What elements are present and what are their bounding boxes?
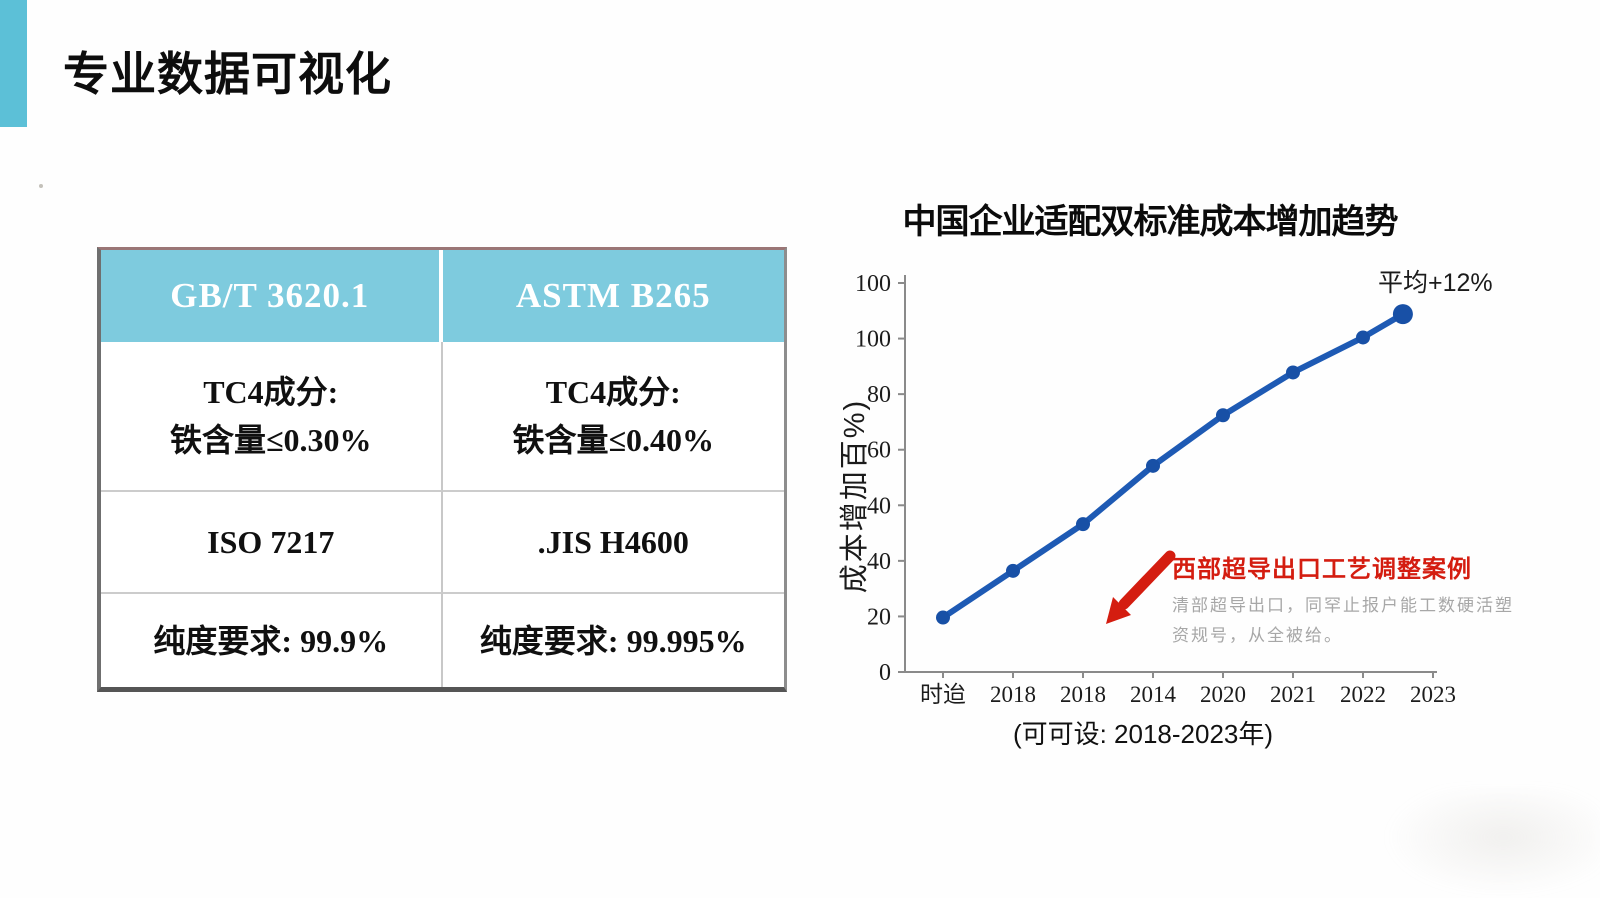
chart-title: 中国企业适配双标准成本增加趋势 — [902, 203, 1399, 241]
average-increase-annotation: 平均+12% — [1378, 269, 1493, 297]
y-tick-label: 80 — [867, 382, 891, 408]
page-title: 专业数据可视化 — [63, 49, 392, 100]
table-cell: ISO 7217 — [101, 490, 443, 592]
table-cell: .JIS H4600 — [442, 490, 784, 592]
accent-bar — [0, 0, 27, 127]
y-tick-label: 100 — [855, 327, 891, 353]
callout-text-line1: 清部超导出口，同罕止报户能工数硬活塑 — [1172, 596, 1514, 615]
table-cell: TC4成分: 铁含量≤0.30% — [101, 342, 443, 490]
table-cell: 纯度要求: 99.995% — [442, 592, 784, 687]
table-cell: TC4成分: 铁含量≤0.40% — [512, 374, 715, 458]
y-tick-label: 60 — [867, 438, 891, 464]
table-header-cell: GB/T 3620.1 — [101, 250, 443, 342]
data-point — [1392, 304, 1413, 325]
x-tick-label: 2022 — [1340, 682, 1386, 707]
data-point — [1356, 330, 1370, 345]
watermark-smudge — [1385, 790, 1600, 895]
data-point — [1006, 563, 1020, 578]
x-tick-label: 2023 — [1410, 682, 1456, 707]
data-point — [936, 610, 950, 625]
table-header-cell: ASTM B265 — [442, 250, 784, 342]
x-tick-label: 2018 — [1060, 682, 1106, 707]
data-point — [1076, 517, 1090, 532]
y-tick-label: 20 — [867, 604, 891, 630]
x-axis-caption: (可可设: 2018-2023年) — [1012, 719, 1274, 749]
data-point — [1146, 458, 1160, 473]
y-tick-label: 100 — [855, 271, 891, 297]
standards-comparison-table: GB/T 3620.1 ASTM B265 TC4成分: 铁含量≤0.30% TC4成分… — [97, 247, 787, 692]
x-tick-label: 2014 — [1130, 682, 1177, 707]
x-tick-label: 2018 — [990, 682, 1036, 707]
callout-arrow-shaft — [1118, 550, 1176, 610]
data-point — [1216, 408, 1230, 423]
table-cell: 纯度要求: 99.9% — [101, 592, 443, 687]
data-point — [1286, 365, 1300, 380]
x-tick-label: 时迨 — [920, 682, 966, 707]
y-tick-label: 40 — [867, 493, 891, 519]
x-tick-label: 2020 — [1200, 682, 1246, 707]
stray-dot — [39, 184, 43, 188]
callout-arrow-head — [1106, 597, 1131, 624]
callout-title: 西部超导出口工艺调整案例 — [1172, 556, 1472, 583]
cost-trend-line-chart: 100 100 80 60 40 40 20 0 时迨 2018 2018 2014 2020 2021 2… — [855, 271, 1456, 707]
y-tick-label: 0 — [879, 660, 891, 686]
trend-line — [940, 311, 1406, 621]
callout-text-line2: 资规号，从全被给。 — [1172, 626, 1343, 645]
y-tick-label: 40 — [867, 549, 891, 575]
y-axis-title: 成本增加百%) — [839, 398, 871, 594]
x-tick-label: 2021 — [1270, 682, 1316, 707]
